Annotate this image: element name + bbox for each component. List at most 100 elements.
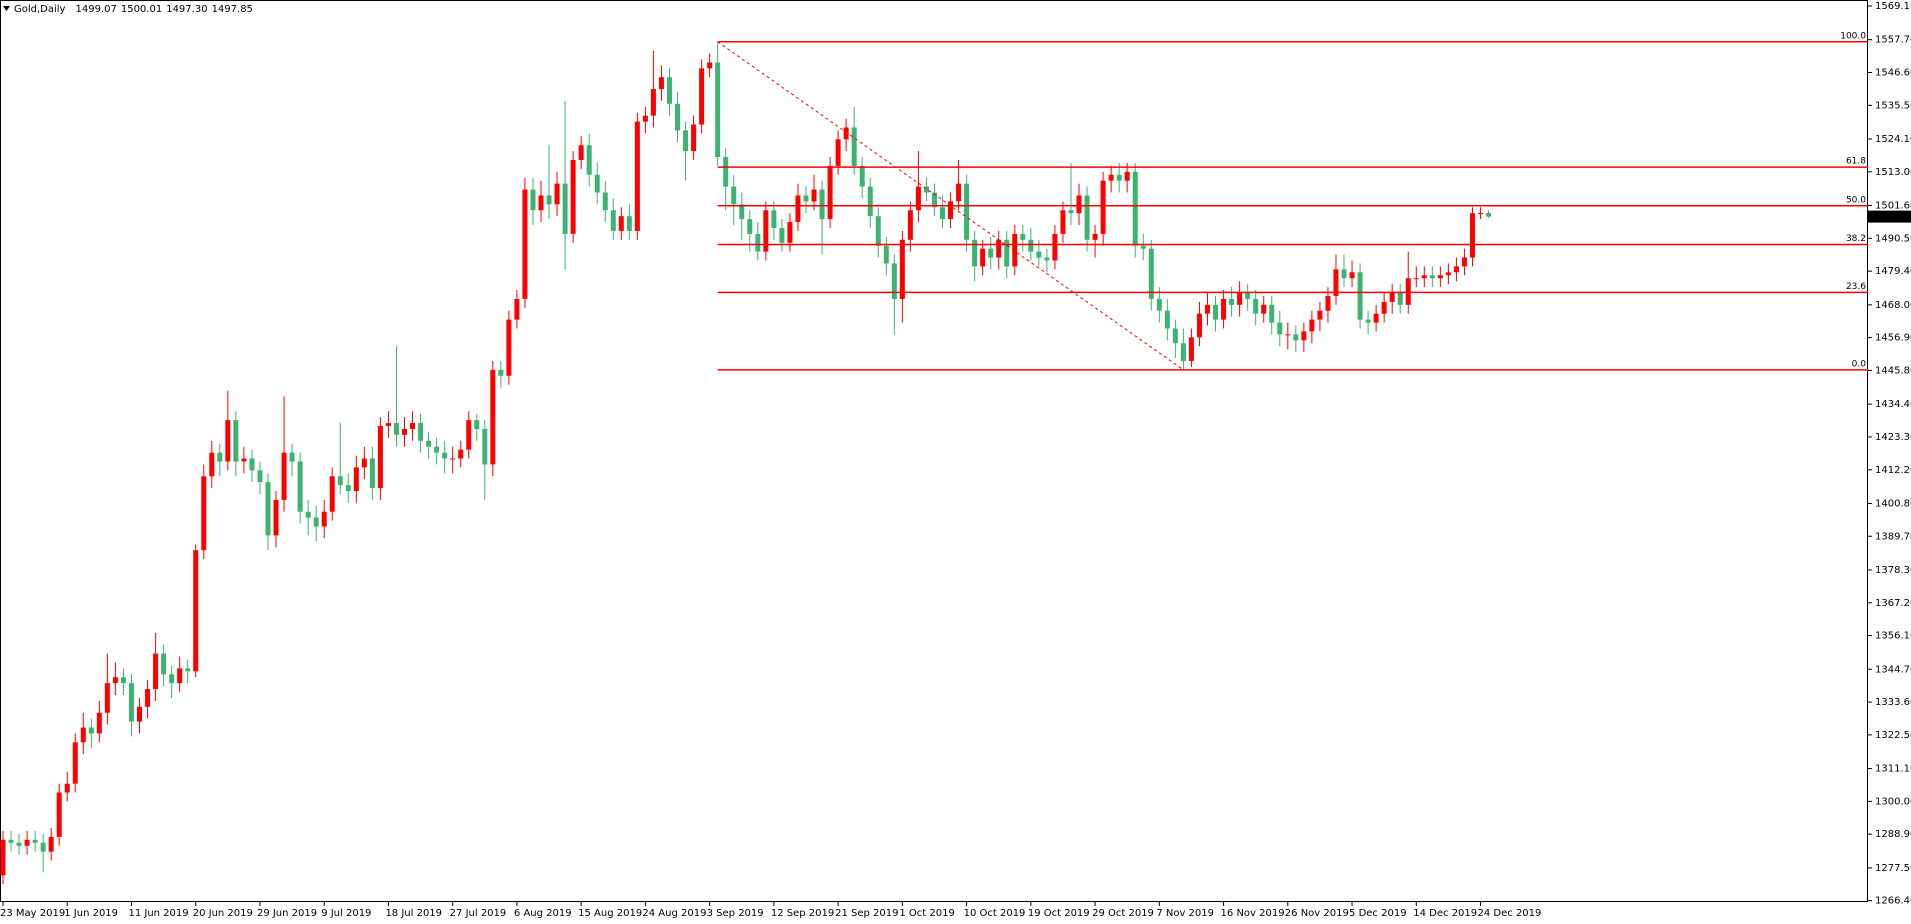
candle-body [996, 239, 1002, 258]
candle-body [1068, 210, 1074, 214]
candle-body [410, 423, 416, 429]
x-tick-label: 3 Sep 2019 [707, 908, 764, 919]
candle-body [795, 195, 801, 223]
candle-body [1172, 328, 1178, 344]
candle-body [80, 727, 86, 743]
candle-body [514, 298, 520, 320]
candle-body [1333, 269, 1339, 296]
candle-body [1349, 272, 1355, 279]
candle-body [377, 426, 383, 489]
header-value: 1497.85 [212, 4, 253, 15]
candle-body [257, 470, 263, 483]
candle-body [393, 423, 399, 435]
candle-body [634, 121, 640, 231]
candle-body [1100, 180, 1106, 234]
candle-body [1373, 313, 1379, 323]
candle-body [763, 210, 769, 252]
fib-label: 23.6 [1846, 282, 1866, 292]
candle-body [32, 839, 38, 843]
candle-body [546, 195, 552, 205]
candle-body [1205, 304, 1210, 314]
candle-body [1429, 275, 1435, 279]
fib-label: 61.8 [1846, 157, 1866, 167]
y-tick-label: 1333.60 [1875, 697, 1911, 708]
candle-body [1004, 239, 1010, 267]
y-tick-label: 1557.70 [1875, 35, 1911, 46]
candle-body [112, 677, 118, 684]
candle-body [771, 210, 777, 228]
y-tick-label: 1546.60 [1875, 68, 1911, 79]
candle-body [1237, 293, 1243, 305]
candle-body [1461, 257, 1467, 267]
y-tick-label: 1389.70 [1875, 531, 1911, 542]
candle-body [321, 511, 327, 527]
candle-body [161, 653, 167, 675]
y-tick-label: 1490.50 [1875, 233, 1911, 244]
candle-body [731, 186, 737, 205]
candle-body [1044, 257, 1050, 261]
candle-body [586, 145, 592, 175]
candle-body [1341, 269, 1347, 279]
candle-body [851, 127, 857, 166]
y-tick-label: 1288.90 [1875, 829, 1911, 840]
candle-body [56, 792, 62, 837]
candle-body [618, 216, 624, 231]
candle-body [506, 319, 512, 376]
candle-body [707, 62, 713, 69]
candle-body [16, 842, 22, 846]
candle-body [329, 476, 335, 512]
candle-body [1020, 233, 1026, 240]
candle-body [8, 839, 14, 843]
candle-body [1445, 272, 1451, 276]
candle-body [1076, 195, 1082, 214]
candle-body [899, 239, 905, 299]
candle-body [570, 159, 576, 234]
candle-body [72, 742, 78, 784]
x-tick-label: 26 Nov 2019 [1285, 908, 1349, 919]
x-tick-label: 12 Sep 2019 [771, 908, 834, 919]
candle-body [466, 420, 472, 450]
candle-body [1156, 298, 1162, 311]
menu-triangle[interactable] [3, 6, 10, 11]
x-tick-label: 27 Jul 2019 [450, 908, 507, 919]
candle-body [1277, 322, 1283, 335]
y-tick-label: 1356.10 [1875, 631, 1911, 642]
candle-body [490, 369, 496, 465]
y-tick-label: 1524.10 [1875, 134, 1911, 145]
candle-body [169, 674, 175, 684]
y-tick-label: 1569.10 [1875, 1, 1911, 12]
candle-body [458, 449, 464, 459]
candle-body [1365, 319, 1371, 323]
fib-label: 100.0 [1840, 31, 1866, 41]
candle-body [739, 204, 745, 220]
candle-body [201, 476, 207, 551]
x-tick-label: 1 Oct 2019 [899, 908, 954, 919]
candle-body [249, 458, 255, 471]
x-tick-label: 19 Oct 2019 [1028, 908, 1090, 919]
x-tick-label: 5 Dec 2019 [1349, 908, 1407, 919]
candle-body [988, 248, 994, 258]
candle-body [1132, 171, 1138, 246]
candle-body [562, 183, 568, 234]
candle-body [1140, 245, 1146, 249]
x-tick-label: 9 Jul 2019 [321, 908, 371, 919]
candle-body [747, 219, 753, 234]
candle-body [1453, 266, 1459, 273]
x-tick-label: 1 Jun 2019 [64, 908, 118, 919]
candle-body [626, 216, 632, 231]
candle-body [1196, 313, 1202, 338]
candle-body [1397, 293, 1403, 305]
candle-body [305, 511, 311, 518]
fib-label: 0.0 [1852, 359, 1867, 369]
candle-body [1084, 195, 1090, 240]
last-price-box [1868, 210, 1911, 223]
candle-body [964, 183, 970, 240]
candle-body [88, 727, 94, 734]
candle-body [209, 452, 215, 477]
candle-body [1164, 310, 1170, 329]
candle-body [650, 89, 656, 116]
candle-body [369, 458, 375, 489]
candle-body [64, 783, 70, 793]
candle-body [233, 420, 239, 462]
candle-body [1357, 272, 1363, 320]
